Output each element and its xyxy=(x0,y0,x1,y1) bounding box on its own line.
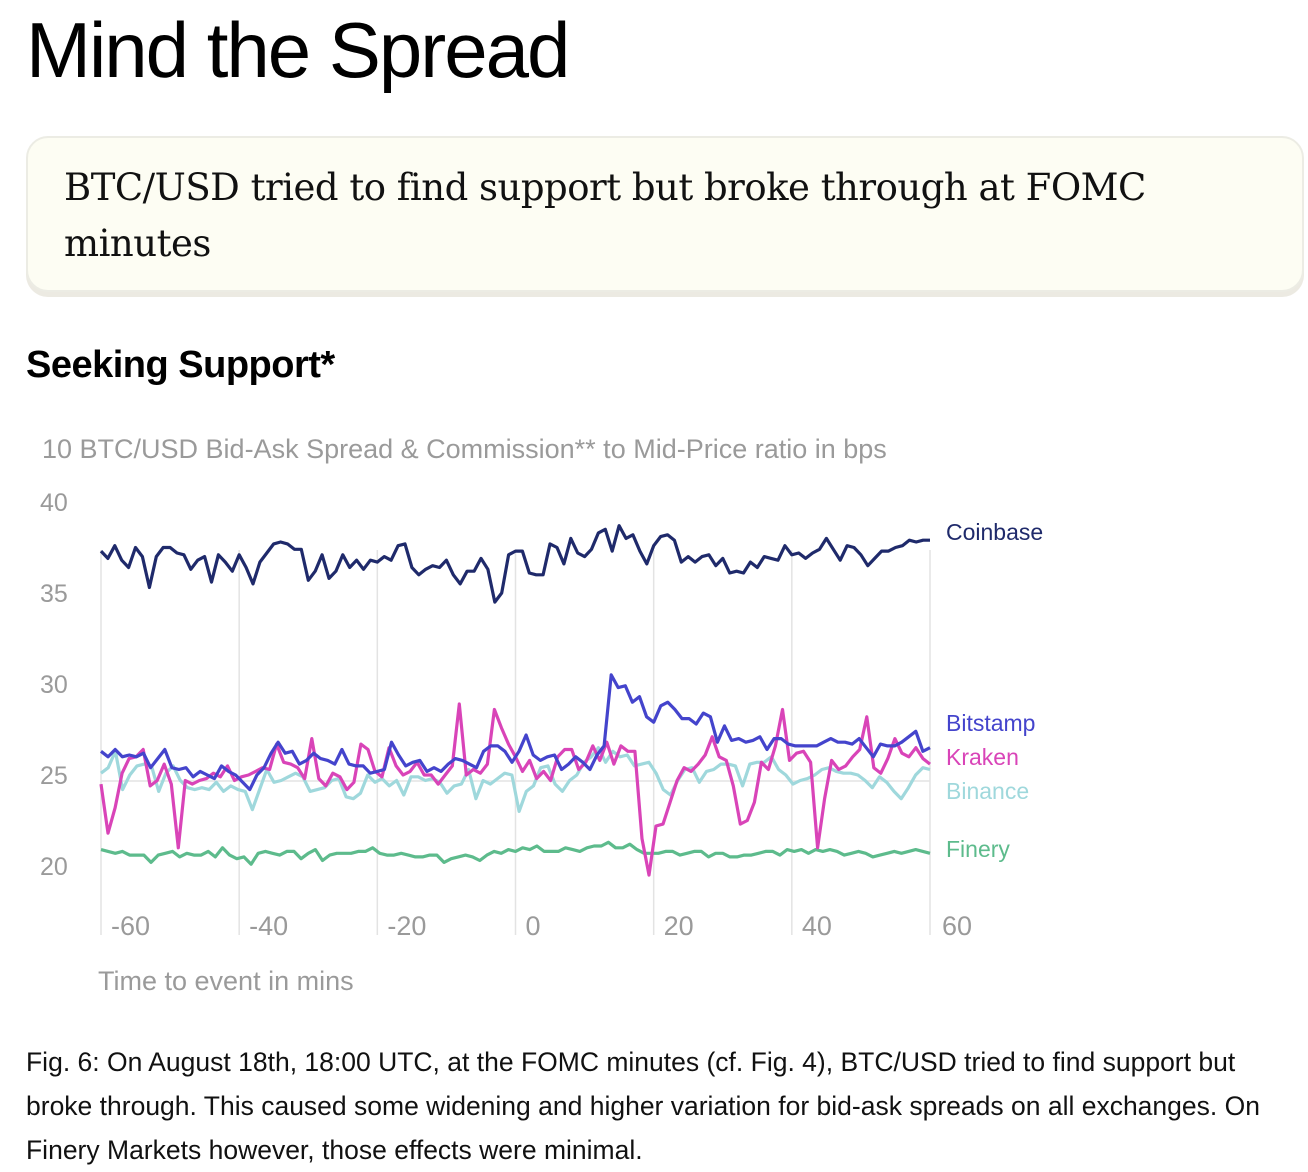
legend-label-kraken: Kraken xyxy=(946,744,1019,770)
chart-grid xyxy=(100,550,931,935)
x-tick-label: -40 xyxy=(249,911,288,941)
series-line-bitstamp xyxy=(100,673,931,792)
x-tick-label: -60 xyxy=(111,911,150,941)
chart-series xyxy=(99,524,931,877)
section-heading: Seeking Support* xyxy=(26,344,335,386)
legend-label-coinbase: Coinbase xyxy=(946,519,1043,545)
x-tick-label: 0 xyxy=(526,911,541,941)
y-tick-label: 30 xyxy=(40,671,68,699)
y-tick-label: 25 xyxy=(40,762,68,790)
y-tick-label: 20 xyxy=(40,853,68,881)
line-chart: 40 35 30 25 20 -60 -40 -20 0 20 40 60 Coinbase Bits… xyxy=(40,489,1043,996)
x-tick-label: 40 xyxy=(802,911,832,941)
series-line-binance xyxy=(100,746,931,813)
y-axis-ticks: 40 35 30 25 20 xyxy=(40,489,68,881)
chart-legend: Coinbase Bitstamp Kraken Binance Finery xyxy=(946,519,1043,862)
y-tick-label: 35 xyxy=(40,580,68,608)
chart-title: 10 BTC/USD Bid-Ask Spread & Commission**… xyxy=(42,434,887,464)
series-line-coinbase xyxy=(99,524,930,604)
figure-caption: Fig. 6: On August 18th, 18:00 UTC, at th… xyxy=(26,1047,1260,1165)
x-tick-label: 60 xyxy=(942,911,972,941)
series-line-finery xyxy=(100,840,931,866)
legend-label-finery: Finery xyxy=(946,836,1010,862)
x-axis-label: Time to event in mins xyxy=(98,966,354,996)
page-title: Mind the Spread xyxy=(26,6,570,94)
x-tick-label: -20 xyxy=(387,911,426,941)
callout-text: BTC/USD tried to find support but broke … xyxy=(64,166,1146,265)
callout-box: BTC/USD tried to find support but broke … xyxy=(26,136,1304,292)
legend-label-bitstamp: Bitstamp xyxy=(946,710,1035,736)
x-axis-ticks: -60 -40 -20 0 20 40 60 xyxy=(111,911,972,941)
legend-label-binance: Binance xyxy=(946,778,1029,804)
y-tick-label: 40 xyxy=(40,489,68,517)
x-tick-label: 20 xyxy=(664,911,694,941)
